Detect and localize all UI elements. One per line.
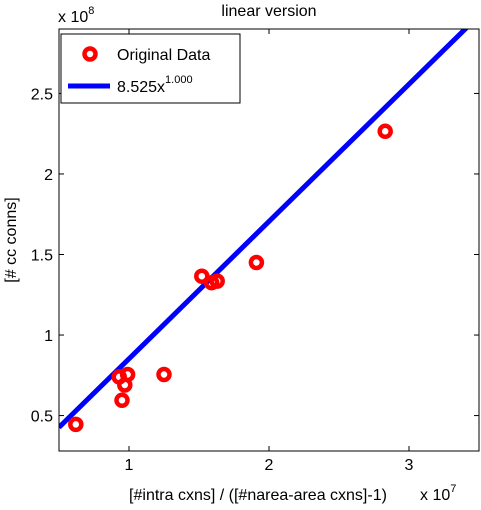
y-tick-label: 1 bbox=[44, 328, 53, 345]
data-point bbox=[377, 123, 393, 140]
x-axis-multiplier-exponent: 7 bbox=[450, 483, 456, 495]
y-axis-label: [# cc conns] bbox=[3, 197, 20, 282]
data-point bbox=[114, 392, 130, 409]
legend: Original Data 8.525x1.000 bbox=[60, 33, 241, 104]
y-axis-multiplier: x 108 bbox=[58, 5, 94, 26]
fit-line bbox=[59, 29, 469, 430]
y-axis-multiplier-exponent: 8 bbox=[88, 5, 94, 17]
data-point bbox=[119, 366, 136, 383]
y-tick-label: 2.5 bbox=[31, 86, 53, 103]
y-tick-label: 2 bbox=[44, 167, 53, 184]
series-layer bbox=[59, 29, 469, 433]
legend-box bbox=[60, 33, 241, 104]
data-point bbox=[194, 268, 210, 284]
ticks-layer: 1 2 3 0.5 1 1.5 2 2.5 bbox=[31, 29, 479, 474]
x-axis-label: [#intra cxns] / ([#narea-area cxns]-1) bbox=[129, 487, 387, 504]
legend-marker-original-data bbox=[82, 46, 98, 62]
y-axis-multiplier-base: x 10 bbox=[58, 9, 88, 26]
x-tick-label: 2 bbox=[265, 457, 274, 474]
data-point bbox=[68, 416, 84, 433]
x-tick-label: 1 bbox=[125, 457, 134, 474]
legend-label-original-data: Original Data bbox=[117, 47, 210, 64]
y-tick-label: 1.5 bbox=[31, 247, 53, 264]
y-tick-label: 0.5 bbox=[31, 409, 53, 426]
data-point bbox=[248, 254, 265, 271]
data-point bbox=[156, 366, 172, 383]
legend-label-fit-base: 8.525x bbox=[117, 79, 165, 96]
legend-label-fit-exponent: 1.000 bbox=[165, 74, 193, 86]
data-point bbox=[209, 273, 225, 289]
legend-label-fit: 8.525x1.000 bbox=[117, 74, 193, 96]
chart-title: linear version bbox=[221, 3, 316, 20]
x-axis-multiplier: x 107 bbox=[420, 483, 456, 504]
x-axis-multiplier-base: x 10 bbox=[420, 487, 450, 504]
x-tick-label: 3 bbox=[405, 457, 414, 474]
